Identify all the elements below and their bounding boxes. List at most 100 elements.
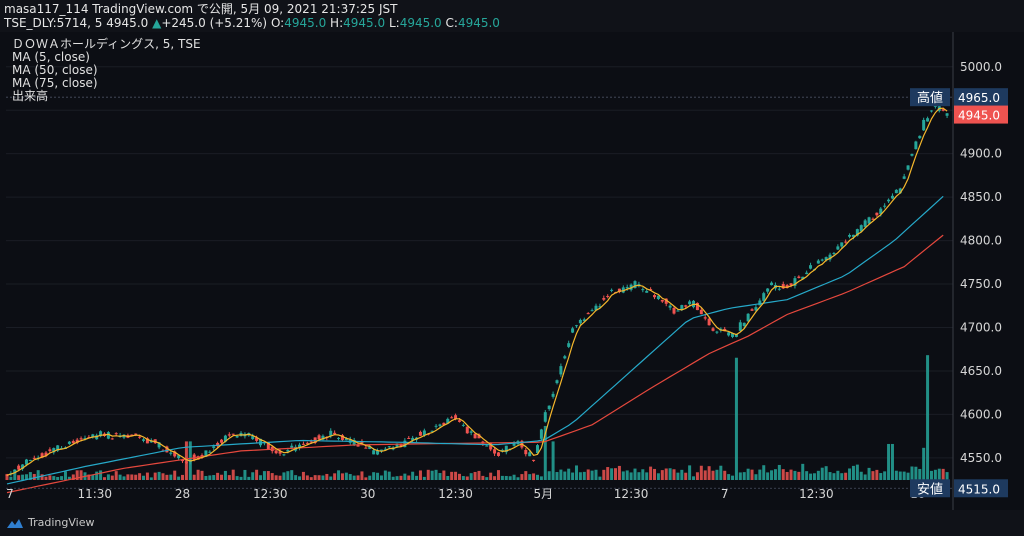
volume-bar — [610, 468, 614, 480]
candle-body — [461, 424, 465, 426]
x-tick-label: 28 — [175, 487, 190, 501]
symbol-title: ＤＯＷＡホールディングス, 5, TSE — [12, 37, 201, 51]
volume-bar — [559, 469, 563, 480]
volume-bar — [851, 465, 855, 480]
volume-bar — [711, 470, 715, 480]
volume-bar — [95, 471, 99, 480]
candle-body — [21, 464, 25, 469]
volume-bar — [937, 468, 941, 480]
volume-bar — [801, 463, 805, 480]
volume-bars — [5, 355, 949, 480]
candle-body — [578, 319, 582, 324]
volume-bar — [223, 470, 227, 480]
candle-body — [301, 443, 305, 445]
volume-bar — [816, 470, 820, 480]
price-chart[interactable]: 4550.0 4600.0 4650.0 4700.0 4750.0 4800.0 4850… — [0, 32, 1024, 510]
candle-body — [340, 435, 344, 440]
candle-body — [457, 420, 461, 422]
candle-body — [863, 220, 867, 227]
volume-bar — [309, 477, 313, 480]
candle-body — [496, 452, 500, 456]
price-axis[interactable]: 4550.0 4600.0 4650.0 4700.0 4750.0 4800.0 4850… — [960, 60, 1002, 465]
candle-body — [766, 288, 770, 292]
candle-body — [785, 285, 789, 288]
candle-body — [945, 113, 949, 116]
y-tick-label: 4700.0 — [960, 320, 1002, 334]
candle-body — [563, 356, 567, 359]
candle-body — [746, 313, 750, 322]
candle-body — [305, 442, 309, 444]
volume-bar — [142, 475, 146, 480]
volume-bar — [231, 469, 235, 480]
candle-body — [828, 254, 832, 260]
volume-bar — [645, 472, 649, 480]
candlesticks — [5, 103, 949, 477]
ma50-line — [6, 195, 944, 485]
volume-bar — [614, 468, 618, 480]
volume-bar — [44, 476, 48, 480]
low-value: 4945.0 — [399, 16, 442, 30]
volume-bar — [52, 476, 56, 480]
brand-text: TradingView — [28, 516, 95, 529]
volume-bar — [883, 471, 887, 480]
volume-bar — [67, 476, 71, 480]
candle-body — [364, 447, 368, 449]
volume-bar — [56, 476, 60, 480]
volume-bar — [286, 471, 290, 480]
volume-bar — [333, 473, 337, 480]
legend-volume[interactable]: 出来高 — [12, 89, 49, 103]
x-tick-label: 12:30 — [614, 487, 649, 501]
volume-bar — [255, 469, 259, 480]
volume-bar — [325, 473, 329, 480]
volume-bar — [165, 474, 169, 480]
candle-body — [329, 430, 333, 436]
candle-body — [337, 437, 341, 439]
candle-body — [465, 426, 469, 434]
candle-body — [617, 288, 621, 293]
candle-body — [79, 438, 83, 440]
candle-body — [586, 313, 590, 315]
candle-body — [660, 299, 664, 302]
volume-bar — [898, 471, 902, 480]
candle-body — [532, 459, 536, 461]
volume-bar — [329, 476, 333, 480]
volume-bar — [344, 472, 348, 480]
volume-bar — [723, 470, 727, 480]
candle-body — [165, 446, 169, 453]
candle-body — [555, 380, 559, 384]
volume-bar — [383, 470, 387, 480]
candle-body — [621, 287, 625, 293]
volume-bar — [676, 472, 680, 480]
volume-bar — [563, 471, 567, 480]
volume-bar — [352, 475, 356, 480]
legend-ma75[interactable]: MA (75, close) — [12, 76, 98, 90]
volume-bar — [863, 474, 867, 480]
volume-bar — [762, 465, 766, 480]
x-tick-label: 7 — [6, 487, 14, 501]
volume-bar — [489, 472, 493, 480]
legend-ma5[interactable]: MA (5, close) — [12, 50, 90, 64]
tradingview-brand[interactable]: TradingView — [6, 516, 94, 529]
candle-body — [653, 295, 657, 298]
volume-bar — [500, 475, 504, 480]
x-tick-label: 30 — [360, 487, 375, 501]
candle-body — [83, 438, 87, 440]
candle-body — [688, 301, 692, 305]
volume-bar — [551, 441, 555, 480]
candle-body — [750, 309, 754, 311]
volume-bar — [153, 472, 157, 480]
marker-label-box — [910, 88, 950, 107]
volume-bar — [871, 471, 875, 480]
candle-body — [411, 437, 415, 441]
candle-body — [383, 448, 387, 450]
volume-bar — [602, 469, 606, 480]
volume-bar — [532, 473, 536, 480]
legend-ma50[interactable]: MA (50, close) — [12, 63, 98, 77]
candle-body — [707, 318, 711, 326]
candle-body — [473, 433, 477, 439]
volume-bar — [430, 470, 434, 480]
y-tick-label: 4850.0 — [960, 190, 1002, 204]
volume-bar — [617, 465, 621, 480]
volume-bar — [301, 471, 305, 480]
